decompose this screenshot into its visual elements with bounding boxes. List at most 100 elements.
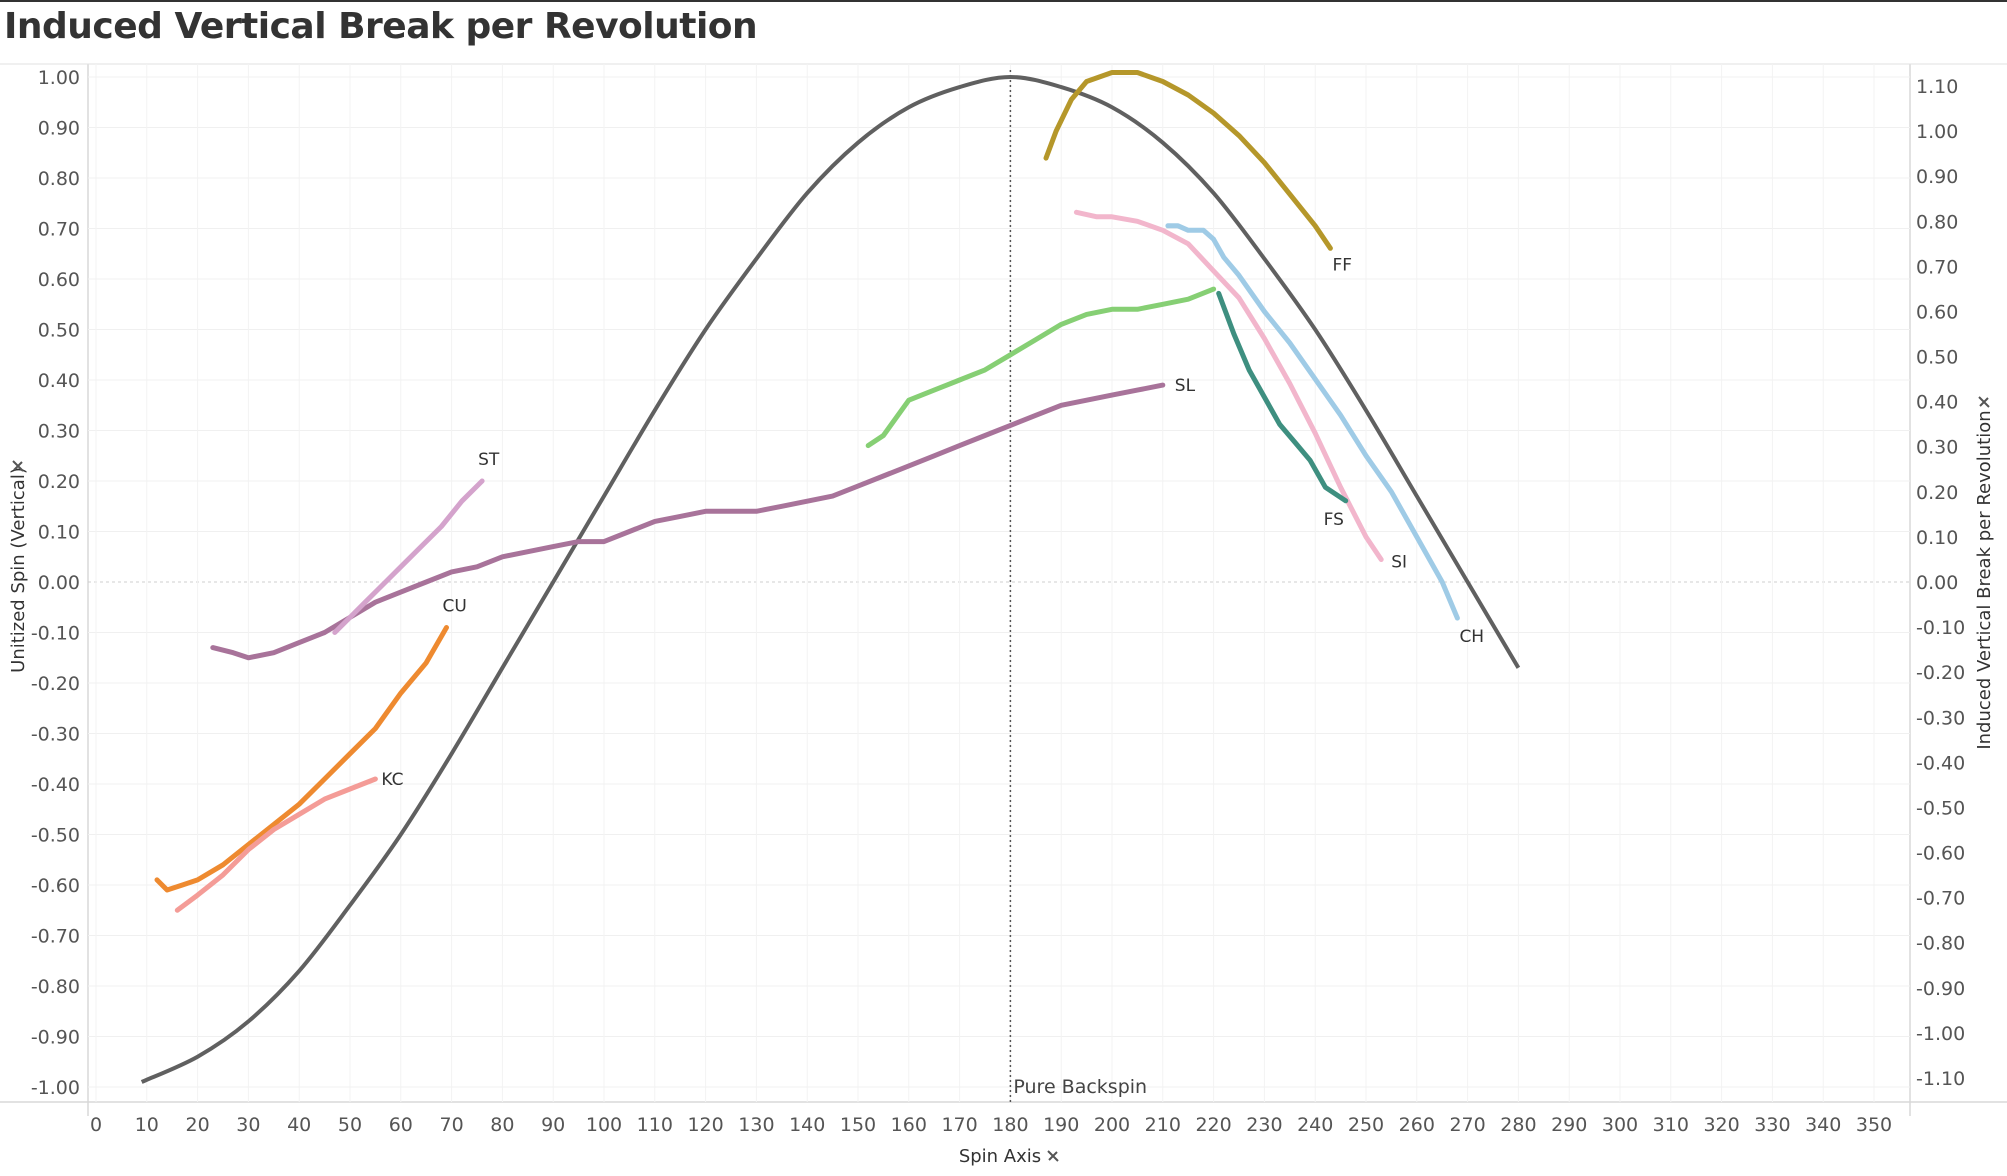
y-tick-label: -0.90 bbox=[31, 1027, 80, 1049]
y2-tick-label: -0.70 bbox=[1916, 888, 1965, 910]
y2-tick-label: -0.60 bbox=[1916, 843, 1965, 865]
y2-tick-label: -1.10 bbox=[1916, 1068, 1965, 1090]
top-border bbox=[0, 0, 2007, 2]
y-tick-label: 0.20 bbox=[38, 471, 80, 493]
x-tick-label: 220 bbox=[1195, 1114, 1231, 1136]
series-line-unlabeled[interactable] bbox=[865, 286, 1217, 449]
x-tick-label: 170 bbox=[941, 1114, 977, 1136]
y-tick-label: 0.90 bbox=[38, 118, 80, 140]
pure-backspin-label: Pure Backspin bbox=[1013, 1076, 1147, 1098]
x-tick-label: 330 bbox=[1754, 1114, 1790, 1136]
y-tick-label: 0.40 bbox=[38, 370, 80, 392]
series-labels: FF SI CH FS SL ST CU KC bbox=[381, 255, 1484, 790]
x-tick-label: 180 bbox=[992, 1114, 1028, 1136]
y2-tick-label: 0.40 bbox=[1916, 392, 1958, 414]
x-tick-label: 90 bbox=[541, 1114, 565, 1136]
x-tick-label: 350 bbox=[1856, 1114, 1892, 1136]
series-label-kc: KC bbox=[381, 770, 403, 790]
series-label-fs: FS bbox=[1324, 510, 1344, 530]
x-axis-ticks: 0 10 20 30 40 50 60 70 80 90 100 110 120 130 140 150 160… bbox=[90, 1114, 1892, 1136]
x-tick-label: 270 bbox=[1449, 1114, 1485, 1136]
x-tick-label: 30 bbox=[236, 1114, 260, 1136]
x-tick-label: 10 bbox=[135, 1114, 159, 1136]
y2-tick-label: 0.60 bbox=[1916, 301, 1958, 323]
y2-tick-label: -1.00 bbox=[1916, 1023, 1965, 1045]
x-tick-label: 40 bbox=[287, 1114, 311, 1136]
series-label-sl: SL bbox=[1175, 376, 1196, 396]
unitized-spin-curve bbox=[140, 75, 1521, 1084]
x-tick-label: 300 bbox=[1602, 1114, 1638, 1136]
chart-title: Induced Vertical Break per Revolution bbox=[4, 6, 758, 47]
x-axis-pin-icon[interactable] bbox=[1047, 1150, 1059, 1162]
y-tick-label: -0.20 bbox=[31, 673, 80, 695]
plot-frame bbox=[0, 63, 2007, 1116]
x-tick-label: 240 bbox=[1297, 1114, 1333, 1136]
x-tick-label: 120 bbox=[687, 1114, 723, 1136]
x-tick-label: 140 bbox=[789, 1114, 825, 1136]
series-line-ff[interactable] bbox=[1043, 70, 1333, 251]
y2-tick-label: 0.90 bbox=[1916, 166, 1958, 188]
series-line-fs[interactable] bbox=[1216, 290, 1349, 504]
series-label-ch: CH bbox=[1459, 627, 1484, 647]
x-tick-label: 340 bbox=[1805, 1114, 1841, 1136]
y-tick-label: 0.70 bbox=[38, 219, 80, 241]
y-tick-label: -0.70 bbox=[31, 926, 80, 948]
series-label-ff: FF bbox=[1332, 255, 1352, 275]
x-tick-label: 230 bbox=[1246, 1114, 1282, 1136]
y2-tick-label: 0.50 bbox=[1916, 347, 1958, 369]
x-tick-label: 50 bbox=[338, 1114, 362, 1136]
x-tick-label: 80 bbox=[490, 1114, 514, 1136]
y2-tick-label: 0.00 bbox=[1916, 572, 1958, 594]
y2-tick-label: 0.20 bbox=[1916, 482, 1958, 504]
x-tick-label: 320 bbox=[1703, 1114, 1739, 1136]
x-tick-label: 210 bbox=[1145, 1114, 1181, 1136]
grid bbox=[88, 64, 1910, 1102]
series-label-si: SI bbox=[1391, 552, 1407, 572]
x-tick-label: 0 bbox=[90, 1114, 102, 1136]
x-tick-label: 100 bbox=[586, 1114, 622, 1136]
reference-line: Pure Backspin bbox=[1009, 70, 1147, 1102]
y-axis-title: Unitized Spin (Vertical) bbox=[8, 467, 29, 673]
series-line-st[interactable] bbox=[332, 478, 485, 635]
y-tick-label: -0.60 bbox=[31, 875, 80, 897]
series-line-sl[interactable] bbox=[210, 382, 1166, 661]
y2-tick-label: 0.30 bbox=[1916, 437, 1958, 459]
y2-tick-label: -0.10 bbox=[1916, 617, 1965, 639]
x-tick-label: 260 bbox=[1399, 1114, 1435, 1136]
y-tick-label: 0.10 bbox=[38, 522, 80, 544]
y2-tick-label: -0.50 bbox=[1916, 797, 1965, 819]
series-line-si[interactable] bbox=[1073, 209, 1384, 562]
y-tick-label: -0.10 bbox=[31, 623, 80, 645]
x-axis-title: Spin Axis bbox=[959, 1146, 1041, 1167]
x-tick-label: 280 bbox=[1500, 1114, 1536, 1136]
series-line-ch[interactable] bbox=[1165, 223, 1460, 621]
y2-axis-pin-icon[interactable] bbox=[1978, 396, 1990, 408]
y-tick-label: -0.50 bbox=[31, 825, 80, 847]
x-tick-label: 20 bbox=[186, 1114, 210, 1136]
x-tick-label: 200 bbox=[1094, 1114, 1130, 1136]
y2-tick-label: 1.00 bbox=[1916, 121, 1958, 143]
y-tick-label: -1.00 bbox=[31, 1077, 80, 1099]
y2-tick-label: -0.20 bbox=[1916, 662, 1965, 684]
y2-tick-label: 0.10 bbox=[1916, 527, 1958, 549]
y-tick-label: -0.40 bbox=[31, 774, 80, 796]
series-line-kc[interactable] bbox=[174, 776, 378, 913]
y2-tick-label: -0.40 bbox=[1916, 752, 1965, 774]
series-line-cu[interactable] bbox=[154, 625, 449, 893]
y-axis-ticks: 1.00 0.90 0.80 0.70 0.60 0.50 0.40 0.30 0.20 0.10… bbox=[31, 67, 80, 1099]
series-lines bbox=[154, 70, 1460, 913]
y2-tick-label: -0.80 bbox=[1916, 933, 1965, 955]
y-axis-pin-icon[interactable] bbox=[12, 460, 24, 472]
x-tick-label: 150 bbox=[840, 1114, 876, 1136]
y-tick-label: -0.30 bbox=[31, 724, 80, 746]
y-tick-label: -0.80 bbox=[31, 976, 80, 998]
y2-tick-label: -0.30 bbox=[1916, 707, 1965, 729]
series-label-cu: CU bbox=[443, 596, 467, 616]
y2-tick-label: 1.10 bbox=[1916, 76, 1958, 98]
y2-axis-title: Induced Vertical Break per Revolution bbox=[1974, 410, 1995, 749]
y2-tick-label: -0.90 bbox=[1916, 978, 1965, 1000]
y-tick-label: 1.00 bbox=[38, 67, 80, 89]
y-tick-label: 0.30 bbox=[38, 421, 80, 443]
unitized-spin-curve-line bbox=[140, 75, 1521, 1084]
